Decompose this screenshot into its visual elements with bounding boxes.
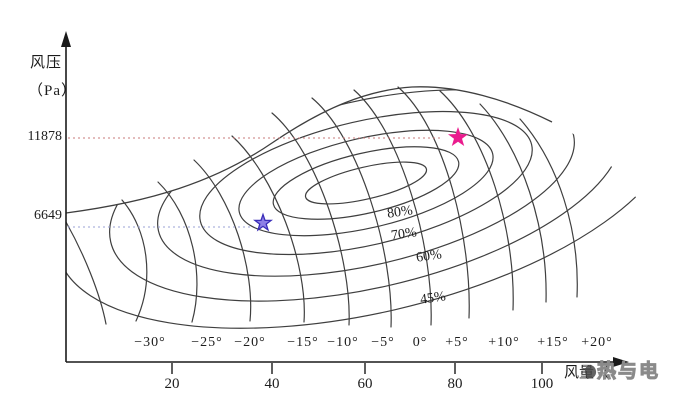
y-value-11878: 11878 <box>27 129 62 144</box>
efficiency-contour-loops <box>66 86 676 329</box>
x-tick-20: 20 <box>164 376 180 392</box>
curve-0 <box>353 89 432 326</box>
curve-plus-10 <box>439 90 514 311</box>
angle-label-minus-15: −15° <box>287 335 319 350</box>
envelope-curve <box>65 86 553 214</box>
angle-label-minus-10: −10° <box>327 335 359 350</box>
contour-loop-2 <box>272 146 460 220</box>
contour-loop-70 <box>199 110 533 256</box>
blade-angle-curves <box>65 86 578 328</box>
x-axis-ticks <box>171 363 543 374</box>
x-tick-40: 40 <box>264 376 280 392</box>
y-axis-arrow <box>61 31 71 47</box>
curve-plus-5 <box>397 86 470 319</box>
watermark-text: 热与电 <box>596 361 661 382</box>
design-point-star-icon <box>448 127 468 146</box>
x-axis-arrow <box>613 357 629 367</box>
curve-minus-30 <box>121 199 148 322</box>
curve-plus-20 <box>519 118 578 298</box>
contour-loop-60 <box>157 89 575 277</box>
curve-minus-15 <box>231 135 305 323</box>
angle-label-plus-5: +5° <box>445 335 469 350</box>
angle-label-minus-25: −25° <box>191 335 223 350</box>
contour-loop-45 <box>109 86 623 302</box>
x-tick-100: 100 <box>530 376 554 392</box>
curve-minus-10 <box>271 112 350 326</box>
angle-label-minus-20: −20° <box>234 335 266 350</box>
angle-label-minus-30: −30° <box>134 335 166 350</box>
angle-label-minus-5: −5° <box>371 335 395 350</box>
angle-label-plus-10: +10° <box>488 335 520 350</box>
angle-label-plus-15: +15° <box>537 335 569 350</box>
curve-left-edge <box>65 221 107 325</box>
contour-loop-outer <box>66 86 676 329</box>
curve-minus-5 <box>311 97 392 328</box>
y-axis-title-line1: 风压 <box>30 55 63 71</box>
x-tick-80: 80 <box>447 376 463 392</box>
angle-label-plus-20: +20° <box>581 335 613 350</box>
operating-point-star-icon <box>253 212 273 232</box>
curve-plus-15 <box>479 103 547 303</box>
angle-label-0: 0° <box>412 335 428 350</box>
axes <box>65 42 618 363</box>
x-tick-60: 60 <box>357 376 373 392</box>
curve-minus-25 <box>157 181 198 323</box>
contour-loop-80 <box>238 129 494 237</box>
y-axis-title-line2: （Pa） <box>28 83 78 99</box>
curve-minus-20 <box>193 159 252 322</box>
y-value-6649: 6649 <box>34 208 62 223</box>
